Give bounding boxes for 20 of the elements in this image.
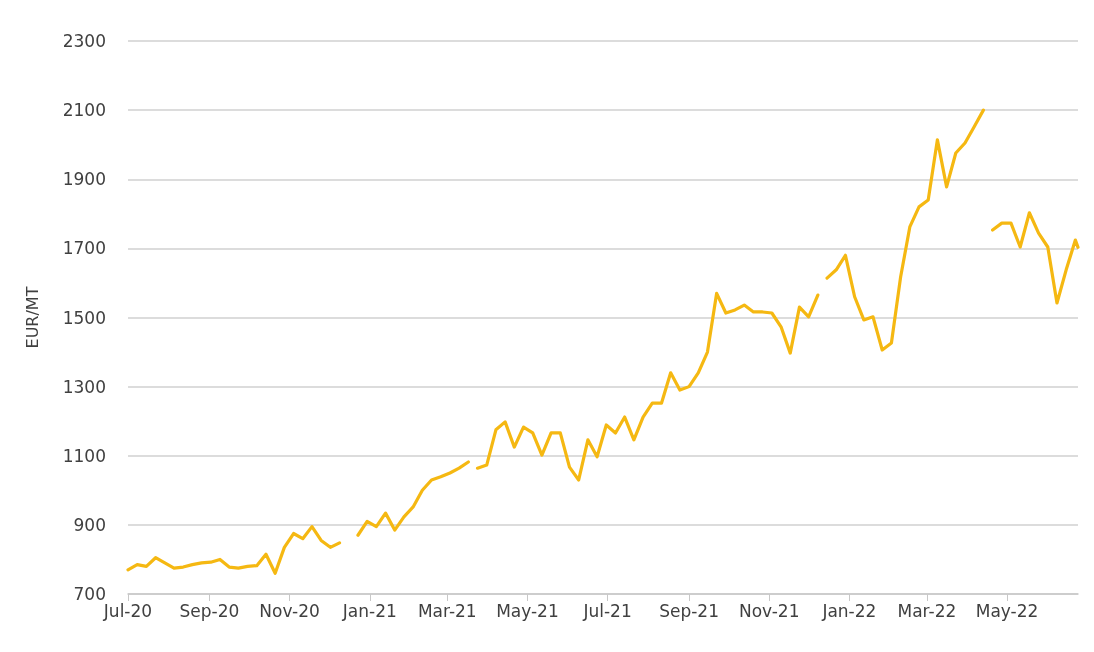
y-tick-label: 1100 (62, 445, 106, 466)
y-tick-label: 900 (73, 514, 106, 535)
x-tick-label: Jul-21 (582, 600, 632, 621)
y-tick-label: 1900 (62, 169, 106, 190)
y-tick-label: 1300 (62, 376, 106, 397)
x-tick-label: May-22 (975, 600, 1039, 621)
x-tick-label: Jan-21 (341, 600, 397, 621)
x-tick-label: Mar-21 (417, 600, 477, 621)
x-tick-label: Sep-20 (179, 600, 240, 621)
y-axis-title: EUR/MT (22, 286, 42, 349)
x-tick-label: Nov-20 (259, 600, 320, 621)
y-tick-label: 2100 (62, 100, 106, 121)
x-tick-label: May-21 (496, 600, 559, 621)
x-tick-label: Mar-22 (897, 600, 957, 621)
y-tick-label: 1500 (62, 307, 106, 328)
y-tick-label: 1700 (62, 238, 106, 259)
y-tick-label: 2300 (62, 31, 106, 51)
x-tick-label: Jan-22 (821, 600, 877, 621)
x-tick-label: Nov-21 (738, 600, 800, 621)
x-tick-label: Sep-21 (659, 600, 719, 621)
